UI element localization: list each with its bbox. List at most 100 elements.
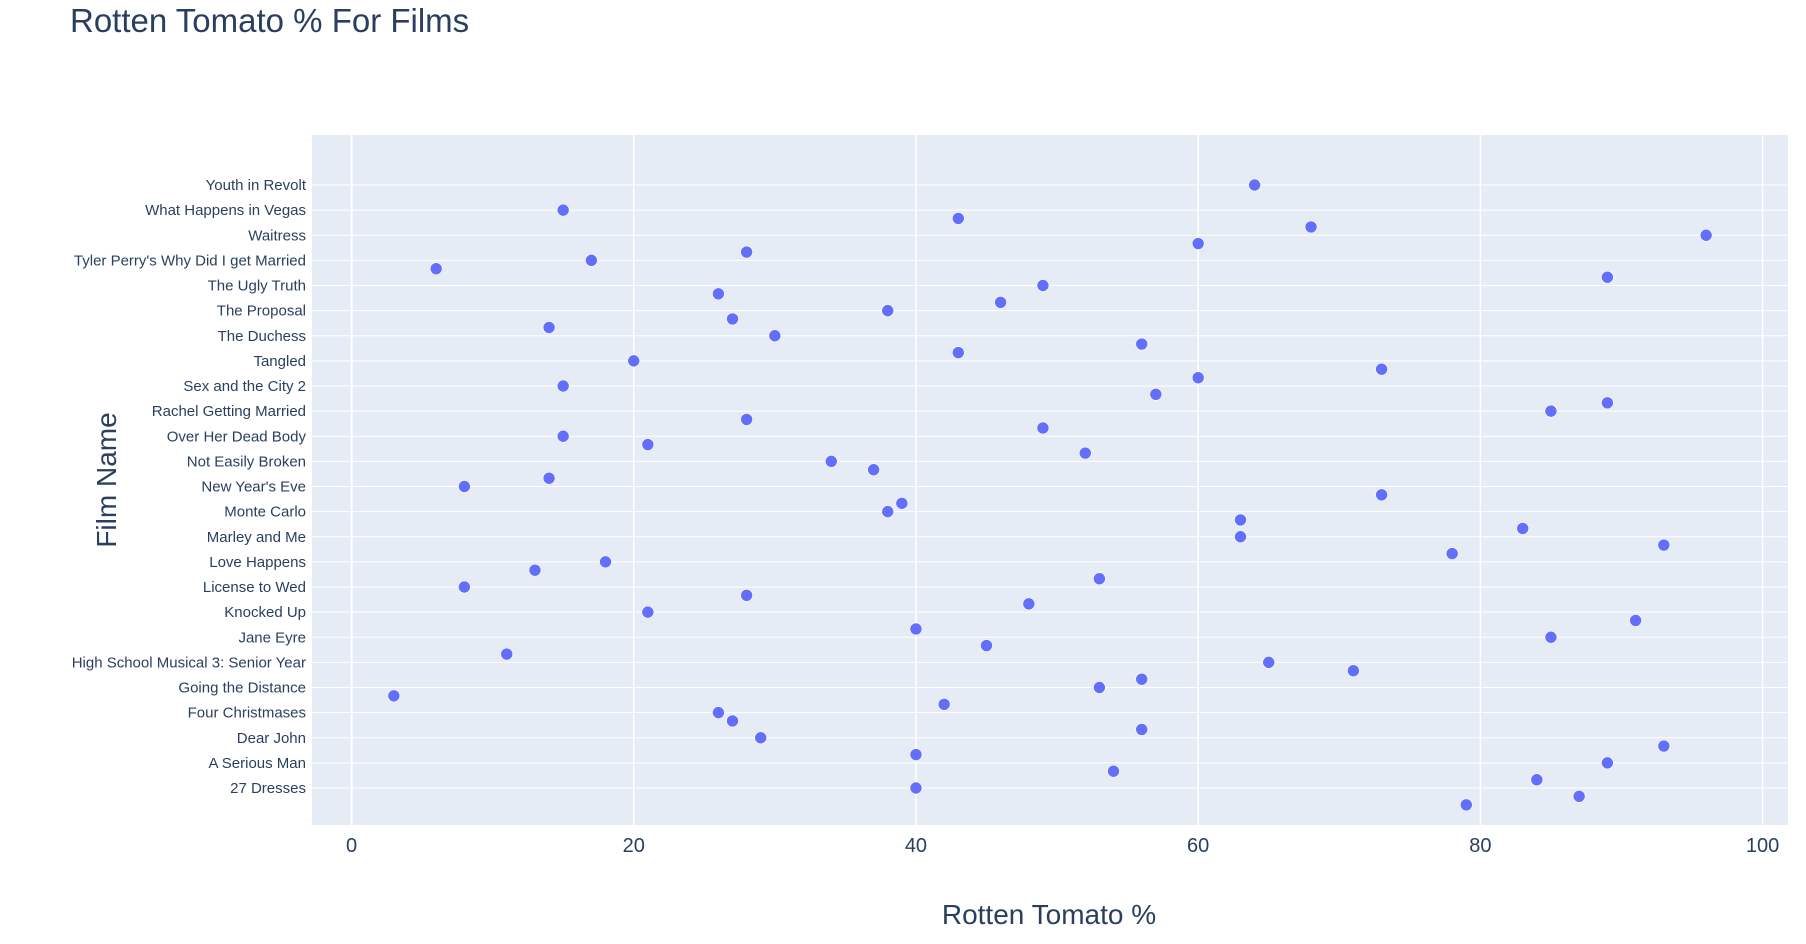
data-point	[909, 622, 923, 636]
y-tick-label: Dear John	[237, 730, 306, 747]
y-tick-label: High School Musical 3: Senior Year	[72, 654, 306, 671]
data-point	[599, 555, 612, 569]
data-point	[980, 639, 993, 652]
data-point	[1191, 237, 1205, 250]
data-point	[528, 563, 542, 577]
y-tick-label: Jane Eyre	[238, 629, 306, 646]
data-point	[1375, 488, 1388, 502]
y-tick-label: Four Christmases	[188, 705, 306, 722]
data-point	[1093, 572, 1106, 586]
x-tick-label: 100	[1746, 835, 1779, 857]
x-tick-label: 80	[1469, 835, 1491, 857]
gridlines	[312, 135, 1788, 825]
data-point	[1445, 547, 1459, 560]
data-point	[1572, 789, 1586, 803]
data-point	[1093, 681, 1106, 694]
y-tick-label: Youth in Revolt	[206, 177, 307, 194]
data-point	[726, 714, 739, 728]
y-tick-label: Knocked Up	[224, 604, 306, 621]
data-point	[726, 312, 739, 326]
y-tick-label: Over Her Dead Body	[167, 428, 307, 445]
data-point	[1516, 522, 1530, 535]
data-point	[1036, 421, 1050, 435]
y-tick-label: The Ugly Truth	[208, 278, 306, 295]
data-point	[1544, 404, 1558, 418]
y-tick-label: The Proposal	[217, 303, 306, 320]
x-axis-tick-labels: 0 20 40 60 80 100	[346, 835, 1779, 857]
data-point	[909, 748, 923, 761]
data-point	[1304, 220, 1318, 234]
x-tick-label: 60	[1187, 835, 1209, 857]
y-axis-tick-labels: 27 Dresses A Serious Man Dear John Four Chr…	[72, 177, 307, 797]
data-point	[881, 304, 895, 317]
data-point	[1036, 279, 1050, 292]
data-point	[1601, 756, 1614, 770]
y-tick-label: Tyler Perry's Why Did I get Married	[74, 252, 306, 269]
chart-title: Rotten Tomato % For Films	[70, 2, 469, 39]
x-axis-title: Rotten Tomato %	[942, 899, 1156, 930]
data-point	[909, 781, 923, 795]
y-tick-label: Going the Distance	[178, 680, 306, 697]
data-point	[500, 647, 514, 661]
data-point	[542, 471, 556, 485]
y-tick-label: Not Easily Broken	[187, 453, 306, 470]
data-point	[429, 262, 443, 275]
y-tick-label: Tangled	[253, 353, 306, 370]
data-point	[712, 287, 725, 301]
y-tick-label: Rachel Getting Married	[152, 403, 306, 420]
data-point	[824, 455, 838, 468]
data-point	[994, 296, 1007, 309]
y-tick-label: Marley and Me	[207, 529, 306, 546]
data-point	[1459, 798, 1473, 812]
data-point	[754, 731, 768, 745]
y-tick-label: License to Wed	[203, 579, 306, 596]
data-point	[1601, 396, 1614, 410]
data-point	[542, 321, 556, 334]
x-tick-label: 20	[623, 835, 645, 857]
y-tick-label: 27 Dresses	[230, 780, 306, 797]
data-point	[1657, 538, 1671, 552]
data-points	[387, 178, 1713, 812]
data-point	[740, 588, 753, 602]
x-tick-label: 40	[905, 835, 927, 857]
data-point	[937, 698, 951, 711]
data-point	[768, 329, 782, 343]
y-tick-label: Waitress	[248, 227, 306, 244]
data-point	[641, 605, 655, 619]
data-point	[951, 346, 965, 359]
y-tick-label: Love Happens	[209, 554, 306, 571]
data-point	[1699, 228, 1713, 242]
data-point	[1234, 513, 1247, 527]
data-point	[1078, 446, 1092, 460]
data-point	[1149, 387, 1163, 401]
data-point	[641, 438, 655, 451]
y-tick-label: The Duchess	[218, 328, 306, 345]
data-point	[1107, 764, 1120, 778]
data-point	[556, 379, 570, 393]
data-point	[458, 480, 471, 493]
data-point	[895, 497, 909, 510]
data-point	[712, 706, 725, 719]
data-point	[1234, 530, 1247, 544]
data-point	[951, 212, 965, 225]
data-point	[387, 689, 401, 703]
data-point	[867, 463, 880, 476]
data-point	[1022, 597, 1036, 611]
data-point	[1375, 362, 1388, 376]
data-point	[881, 505, 895, 518]
data-point	[556, 429, 570, 443]
x-tick-label: 0	[346, 835, 357, 857]
data-point	[1135, 337, 1149, 351]
data-point	[1347, 664, 1360, 677]
data-point	[1191, 371, 1205, 385]
data-point	[1629, 614, 1642, 627]
data-point	[1530, 773, 1544, 787]
data-point	[1248, 178, 1261, 192]
data-point	[458, 580, 471, 594]
data-point	[1135, 672, 1149, 686]
data-point	[740, 245, 753, 259]
data-point	[1135, 723, 1149, 736]
y-tick-label: A Serious Man	[208, 755, 306, 772]
data-point	[1601, 270, 1614, 284]
